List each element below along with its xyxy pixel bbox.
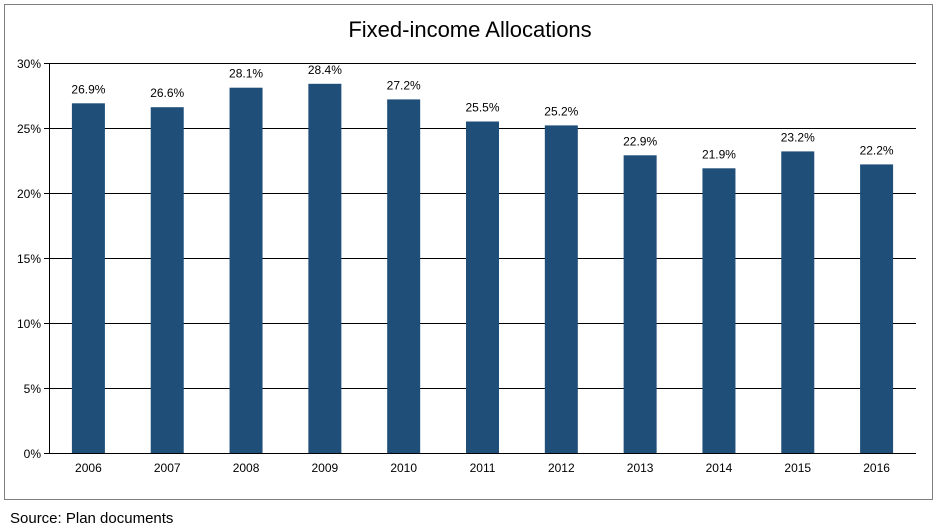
y-tick-label: 25%	[17, 122, 41, 136]
x-tick-label: 2016	[863, 461, 890, 475]
bar-2007	[150, 107, 184, 453]
bar-2014	[702, 168, 736, 454]
data-label: 26.6%	[150, 86, 184, 100]
bar-2015	[781, 151, 815, 453]
y-tick-label: 10%	[17, 317, 41, 331]
bar-2013	[623, 155, 657, 454]
chart-canvas: Fixed-income Allocations 26.9% 26.6% 28.1%…	[17, 17, 916, 475]
bars	[71, 83, 894, 454]
y-tick-label: 5%	[24, 382, 42, 396]
x-tick-label: 2012	[548, 461, 575, 475]
data-label: 27.2%	[387, 78, 421, 92]
data-label: 26.9%	[71, 82, 105, 96]
bar-2011	[466, 121, 499, 453]
x-tick-label: 2008	[233, 461, 260, 475]
bar-2008	[229, 87, 263, 453]
x-tick-label: 2015	[784, 461, 811, 475]
x-tick-label: 2014	[706, 461, 733, 475]
bar-2016	[860, 164, 894, 453]
bar-2009	[308, 83, 342, 454]
bar-2010	[387, 99, 421, 454]
data-label: 22.9%	[623, 134, 657, 148]
x-axis-ticks: 2006 2007 2008 2009 2010 2011 2012 2013 2014 2015…	[49, 453, 916, 475]
bar-2012	[544, 125, 578, 454]
data-label: 25.2%	[544, 104, 578, 118]
x-tick-label: 2011	[470, 461, 496, 475]
x-tick-label: 2010	[390, 461, 417, 475]
data-label: 21.9%	[702, 147, 736, 161]
data-label: 22.2%	[860, 143, 894, 157]
data-label: 23.2%	[781, 130, 815, 144]
y-tick-label: 20%	[17, 187, 41, 201]
y-tick-label: 30%	[17, 57, 41, 71]
source-note: Source: Plan documents	[10, 510, 174, 527]
x-tick-label: 2007	[154, 461, 181, 475]
x-tick-label: 2009	[312, 461, 339, 475]
x-tick-label: 2013	[627, 461, 654, 475]
y-axis-ticks: 0% 5% 10% 15% 20% 25% 30%	[17, 57, 49, 461]
y-tick-label: 15%	[17, 252, 41, 266]
data-labels: 26.9% 26.6% 28.1% 28.4% 27.2% 25.5% 25.2% 22.9%…	[71, 63, 894, 162]
data-label: 28.4%	[308, 63, 342, 77]
data-label: 28.1%	[229, 67, 263, 81]
x-tick-label: 2006	[75, 461, 102, 475]
bar-2006	[71, 103, 105, 454]
data-label: 25.5%	[465, 101, 499, 115]
chart-title: Fixed-income Allocations	[348, 17, 591, 42]
y-tick-label: 0%	[24, 447, 42, 461]
